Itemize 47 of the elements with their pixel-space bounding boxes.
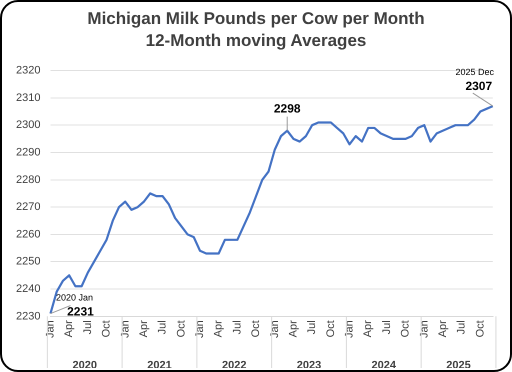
y-tick-label: 2310 xyxy=(16,92,40,104)
annotation: 2020 Jan xyxy=(56,292,93,303)
x-tick-label: Jul xyxy=(156,320,169,334)
y-tick-label: 2300 xyxy=(16,119,40,132)
x-tick-label: Jan xyxy=(344,320,356,338)
annotation: 2025 Dec xyxy=(456,67,495,78)
x-tick-label: Oct xyxy=(250,320,262,338)
x-tick-label: Oct xyxy=(400,320,412,338)
x-tick-label: Jan xyxy=(418,320,430,338)
x-tick-label: Apr xyxy=(138,320,150,338)
y-tick-label: 2320 xyxy=(16,64,40,77)
text: 2022 xyxy=(222,359,246,372)
chart-subtitle: 12-Month moving Averages xyxy=(146,31,366,50)
text: 2024 xyxy=(372,359,397,372)
y-tick-label: 2250 xyxy=(16,256,40,268)
x-tick-label: Jul xyxy=(456,320,468,334)
text: 2020 xyxy=(72,359,97,372)
x-tick-label: Jan xyxy=(194,320,206,338)
x-tick-label: Oct xyxy=(474,320,486,338)
y-tick-label: 2290 xyxy=(16,146,40,159)
data-label: 2298 xyxy=(274,102,301,116)
y-tick-label: 2260 xyxy=(16,228,40,240)
x-tick-label: Oct xyxy=(100,320,113,338)
x-tick-label: Oct xyxy=(324,320,337,338)
y-tick-label: 2270 xyxy=(16,201,40,214)
x-tick-label: Jan xyxy=(268,320,281,338)
y-tick-label: 2240 xyxy=(16,283,40,295)
x-tick-label: Apr xyxy=(63,320,76,338)
x-tick-label: Apr xyxy=(362,320,374,338)
x-tick-label: Jul xyxy=(82,320,94,334)
data-label: 2231 xyxy=(67,304,94,319)
x-tick-label: Jan xyxy=(119,320,132,338)
data-label: 2307 xyxy=(465,79,492,94)
x-tick-label: Jul xyxy=(306,320,318,334)
x-tick-label: Apr xyxy=(212,320,225,338)
text: 2021 xyxy=(147,359,172,372)
x-tick-label: Apr xyxy=(287,320,300,338)
y-tick-label: 2280 xyxy=(16,174,40,186)
x-tick-label: Apr xyxy=(436,320,449,338)
text: 2025 xyxy=(446,359,471,372)
text: 2023 xyxy=(296,359,322,372)
x-tick-label: Jan xyxy=(44,320,56,338)
y-tick-label: 2230 xyxy=(16,310,40,322)
chart-title: Michigan Milk Pounds per Cow per Month xyxy=(87,9,425,28)
x-tick-label: Jul xyxy=(231,320,244,334)
x-tick-label: Oct xyxy=(175,320,188,338)
x-tick-label: Jul xyxy=(380,320,393,334)
